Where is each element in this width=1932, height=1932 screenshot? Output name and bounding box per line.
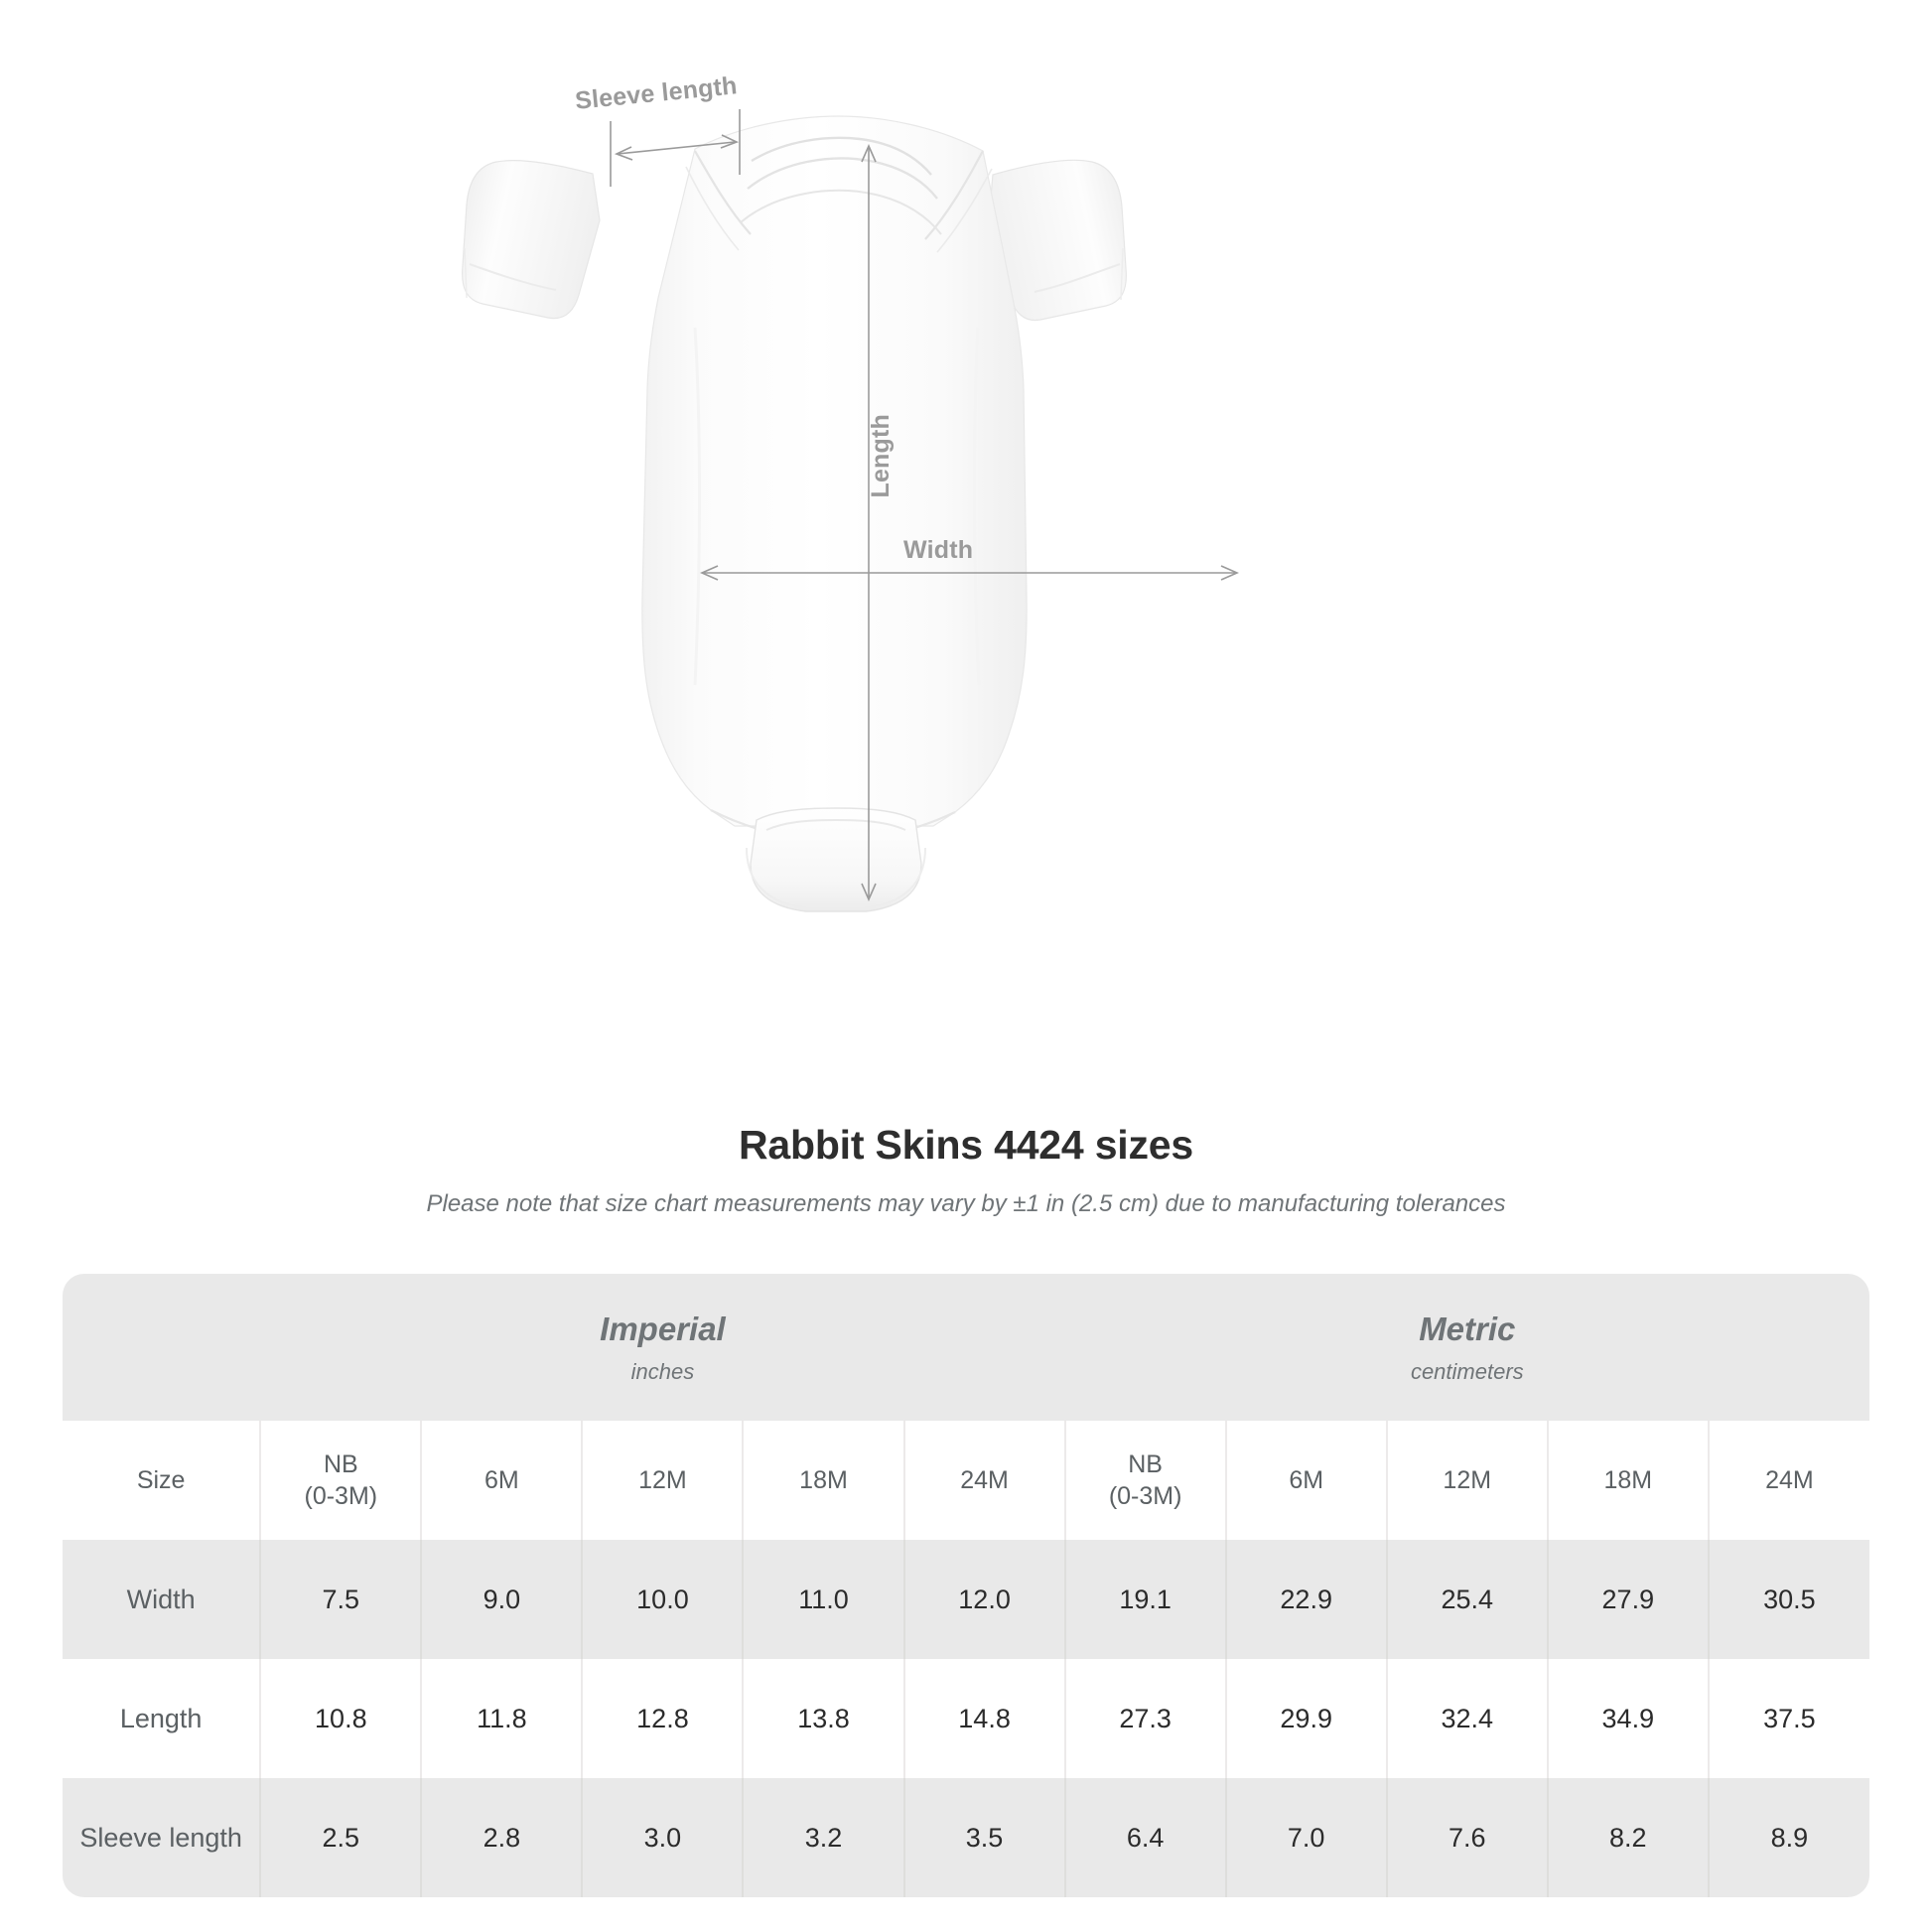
column-header-metric-6m: 6M	[1224, 1421, 1387, 1540]
cell-sleeve-imperial-12m: 3.0	[581, 1778, 744, 1897]
column-header-imperial-6m: 6M	[420, 1421, 583, 1540]
unit-section-row: Imperial inches Metric centimeters	[63, 1274, 1869, 1421]
cell-length-metric-nb: 27.3	[1063, 1659, 1226, 1778]
size-name-line2: (0-3M)	[304, 1482, 378, 1510]
cell-length-imperial-24m: 14.8	[902, 1659, 1065, 1778]
unit-section-imperial-name: Imperial	[600, 1310, 726, 1347]
cell-sleeve-imperial-24m: 3.5	[902, 1778, 1065, 1897]
page-title: Rabbit Skins 4424 sizes	[738, 1122, 1193, 1168]
column-header-metric-nb: NB (0-3M)	[1063, 1421, 1226, 1540]
table-row: Length 10.8 11.8 12.8 13.8 14.8 27.3 29.…	[63, 1659, 1869, 1778]
size-name-line1: NB	[1128, 1450, 1163, 1478]
column-header-metric-18m: 18M	[1546, 1421, 1709, 1540]
cell-width-imperial-6m: 9.0	[420, 1540, 583, 1659]
cell-sleeve-metric-nb: 6.4	[1063, 1778, 1226, 1897]
size-chart-table: Imperial inches Metric centimeters Size …	[63, 1274, 1869, 1897]
unit-section-metric-sub: centimeters	[1410, 1358, 1524, 1384]
column-header-imperial-nb: NB (0-3M)	[259, 1421, 422, 1540]
cell-width-imperial-12m: 10.0	[581, 1540, 744, 1659]
row-label-length: Length	[63, 1659, 261, 1778]
garment-illustration: Sleeve length Length Width	[462, 71, 1239, 912]
column-header-imperial-12m: 12M	[581, 1421, 744, 1540]
cell-sleeve-imperial-nb: 2.5	[259, 1778, 422, 1897]
column-header-metric-12m: 12M	[1385, 1421, 1548, 1540]
cell-width-metric-18m: 27.9	[1546, 1540, 1709, 1659]
row-label-width: Width	[63, 1540, 261, 1659]
cell-sleeve-imperial-6m: 2.8	[420, 1778, 583, 1897]
cell-length-imperial-nb: 10.8	[259, 1659, 422, 1778]
table-row: Width 7.5 9.0 10.0 11.0 12.0 19.1 22.9 2…	[63, 1540, 1869, 1659]
unit-section-imperial-sub: inches	[630, 1358, 695, 1384]
cell-width-metric-nb: 19.1	[1063, 1540, 1226, 1659]
cell-width-imperial-nb: 7.5	[259, 1540, 422, 1659]
cell-width-metric-12m: 25.4	[1385, 1540, 1548, 1659]
column-header-imperial-24m: 24M	[902, 1421, 1065, 1540]
column-header-imperial-18m: 18M	[742, 1421, 904, 1540]
cell-length-metric-18m: 34.9	[1546, 1659, 1709, 1778]
column-header-row: Size NB (0-3M) 6M 12M 18M 24M NB (0-3M) …	[63, 1421, 1869, 1540]
cell-length-metric-6m: 29.9	[1224, 1659, 1387, 1778]
cell-sleeve-metric-18m: 8.2	[1546, 1778, 1709, 1897]
size-name-line1: NB	[323, 1450, 358, 1478]
cell-width-imperial-24m: 12.0	[902, 1540, 1065, 1659]
cell-length-imperial-6m: 11.8	[420, 1659, 583, 1778]
size-name-line2: (0-3M)	[1108, 1482, 1182, 1510]
cell-length-metric-24m: 37.5	[1707, 1659, 1869, 1778]
cell-sleeve-metric-24m: 8.9	[1707, 1778, 1869, 1897]
title-block: Rabbit Skins 4424 sizes Please note that…	[0, 1120, 1932, 1219]
length-dimension-label: Length	[867, 414, 895, 498]
row-label-sleeve-length: Sleeve length	[63, 1778, 261, 1897]
cell-width-imperial-18m: 11.0	[742, 1540, 904, 1659]
width-dimension-label: Width	[903, 536, 974, 564]
unit-section-metric-name: Metric	[1419, 1310, 1516, 1347]
cell-sleeve-metric-12m: 7.6	[1385, 1778, 1548, 1897]
column-header-metric-24m: 24M	[1707, 1421, 1869, 1540]
size-chart-table-wrapper: Imperial inches Metric centimeters Size …	[63, 1274, 1869, 1897]
cell-length-imperial-18m: 13.8	[742, 1659, 904, 1778]
cell-sleeve-imperial-18m: 3.2	[742, 1778, 904, 1897]
cell-width-metric-24m: 30.5	[1707, 1540, 1869, 1659]
cell-length-imperial-12m: 12.8	[581, 1659, 744, 1778]
unit-spacer-cell	[63, 1274, 261, 1421]
cell-length-metric-12m: 32.4	[1385, 1659, 1548, 1778]
table-row: Sleeve length 2.5 2.8 3.0 3.2 3.5 6.4 7.…	[63, 1778, 1869, 1897]
unit-section-imperial: Imperial inches	[260, 1274, 1065, 1421]
unit-section-metric: Metric centimeters	[1064, 1274, 1869, 1421]
cell-width-metric-6m: 22.9	[1224, 1540, 1387, 1659]
bodysuit-drawing	[462, 109, 1239, 912]
column-header-size: Size	[63, 1421, 261, 1540]
page-subtitle: Please note that size chart measurements…	[426, 1190, 1506, 1218]
cell-sleeve-metric-6m: 7.0	[1224, 1778, 1387, 1897]
